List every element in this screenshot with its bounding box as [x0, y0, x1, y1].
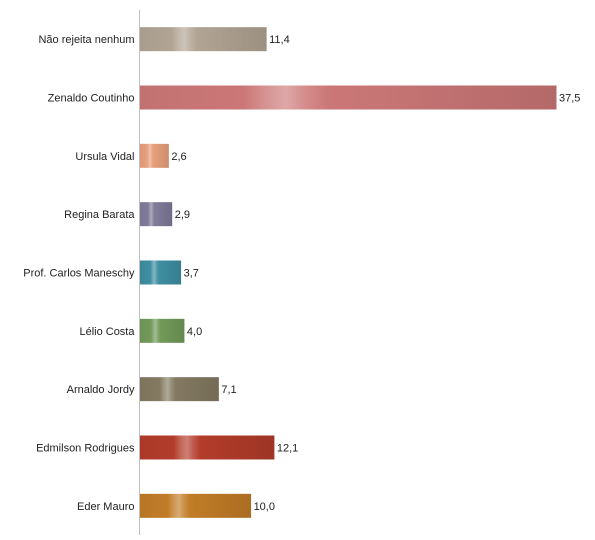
value-label: 4,0 [187, 326, 202, 338]
bar-5 [140, 260, 182, 285]
category-label: Arnaldo Jordy [67, 384, 135, 396]
value-label: 37,5 [559, 93, 580, 105]
bar-6 [140, 318, 185, 343]
value-label: 2,9 [175, 209, 190, 221]
value-label: 11,4 [269, 34, 290, 46]
value-label: 10,0 [254, 501, 275, 513]
bar-1 [140, 27, 267, 52]
category-label: Ursula Vidal [75, 151, 134, 163]
category-label: Lélio Costa [79, 326, 135, 338]
bar-2 [140, 85, 557, 110]
bar-9 [140, 493, 252, 518]
bars-group [140, 27, 557, 518]
value-label: 12,1 [277, 443, 298, 455]
value-labels: 11,4 37,5 2,6 2,9 3,7 4,0 7,1 12,1 10,0 [171, 34, 580, 513]
category-label: Regina Barata [64, 209, 135, 221]
category-label: Não rejeita nenhum [38, 34, 134, 46]
value-label: 3,7 [184, 268, 199, 280]
bar-4 [140, 202, 173, 227]
category-label: Prof. Carlos Maneschy [23, 268, 135, 280]
value-label: 7,1 [221, 384, 236, 396]
bar-3 [140, 143, 169, 168]
value-label: 2,6 [171, 151, 186, 163]
category-label: Zenaldo Coutinho [48, 93, 135, 105]
bar-7 [140, 377, 219, 402]
category-label: Edmilson Rodrigues [36, 443, 135, 455]
category-labels: Não rejeita nenhum Zenaldo Coutinho Ursula… [23, 34, 135, 513]
category-label: Eder Mauro [77, 501, 134, 513]
bar-8 [140, 435, 275, 460]
